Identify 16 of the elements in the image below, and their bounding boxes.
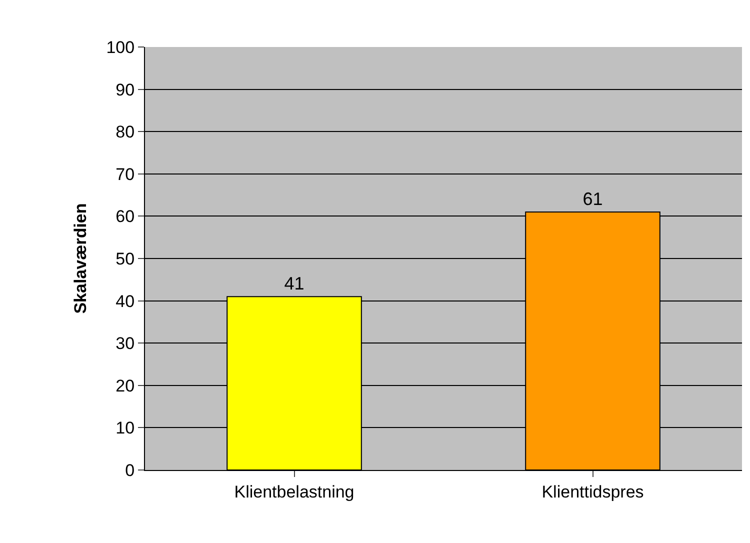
data-label: 61 xyxy=(582,188,603,209)
x-tick-label: Klientbelastning xyxy=(234,482,354,502)
y-tick-label: 100 xyxy=(106,38,135,57)
y-tick-label: 30 xyxy=(116,334,135,354)
y-tick-label: 60 xyxy=(116,207,135,226)
x-tick-label: Klienttidspres xyxy=(542,482,644,502)
y-tick-label: 20 xyxy=(116,376,135,396)
y-tick-label: 10 xyxy=(116,418,135,438)
y-axis-title: Skalaværdien xyxy=(70,203,90,314)
y-tick-label: 0 xyxy=(125,460,135,480)
y-tick-label: 80 xyxy=(116,122,135,142)
y-tick-label: 40 xyxy=(116,292,135,311)
y-tick-label: 50 xyxy=(116,249,135,268)
data-label: 41 xyxy=(284,274,304,294)
y-tick-label: 90 xyxy=(116,80,135,100)
y-tick-label: 70 xyxy=(116,164,135,184)
